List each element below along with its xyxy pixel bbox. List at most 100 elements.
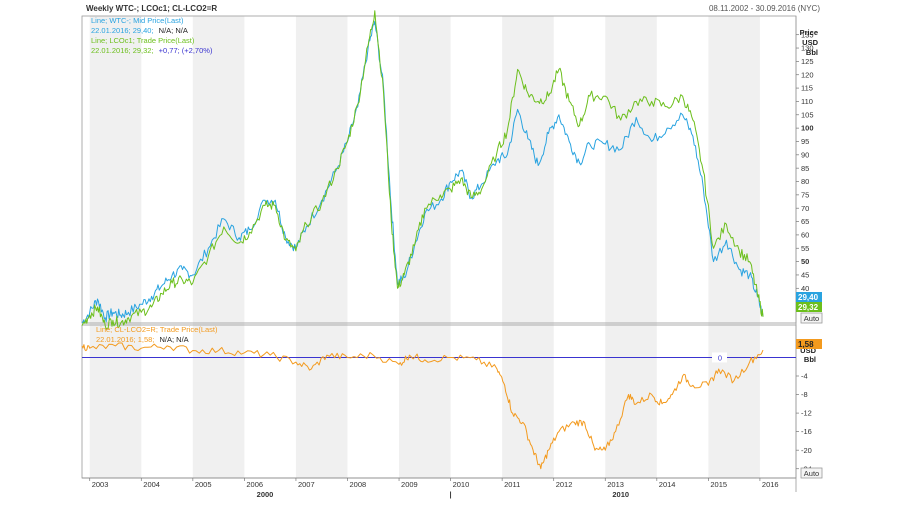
brent-legend-title: Line; LCOc1; Trade Price(Last) (91, 36, 195, 45)
price-tick-label: 80 (801, 177, 809, 186)
spread-tick-label: -20 (801, 446, 812, 455)
wti-last-value: 29,40 (798, 293, 819, 302)
chart-title: Weekly WTC-; LCOc1; CL-LCO2=R (86, 4, 217, 13)
price-tick-label: 120 (801, 70, 814, 79)
date-range: 08.11.2002 - 30.09.2016 (NYC) (709, 4, 820, 13)
price-tick-label: 90 (801, 150, 809, 159)
spread-legend-title: Line; CL-LCO2=R; Trade Price(Last) (96, 325, 218, 334)
spread-legend-value: 22.01.2016; 1,58; (96, 335, 154, 344)
year-band-2013 (605, 16, 657, 478)
brent-last-value: 29,32 (798, 303, 819, 312)
price-tick-label: 60 (801, 231, 809, 240)
spread-axis-title: USD Bbl (800, 346, 816, 364)
price-tick-label: 40 (801, 284, 809, 293)
price-legend: Line; WTC-; Mid Price(Last) 22.01.2016; … (91, 16, 213, 55)
brent-last-badge: 29,32 (796, 302, 822, 312)
spread-tick-label: -16 (801, 427, 812, 436)
x-tick-label: 2009 (401, 480, 418, 489)
year-band-2009 (399, 16, 451, 478)
x-tick-label: 2012 (556, 480, 573, 489)
brent-legend-extra: +0,77; (+2,70%) (159, 46, 213, 55)
price-axis-title-line-3: Bbl (806, 48, 818, 57)
year-band-2011 (502, 16, 554, 478)
svg-text:22.01.2016; 29,32; +0,: 22.01.2016; 29,32; +0,77; (+2,70%) (91, 46, 213, 55)
price-tick-label: 70 (801, 204, 809, 213)
x-tick-label: 2005 (195, 480, 212, 489)
x-decade-label: | (450, 490, 452, 499)
price-tick-label: 130 (801, 44, 814, 53)
price-axis: 3540455055606570758085909510010511011512… (796, 30, 814, 306)
price-tick-label: 95 (801, 137, 809, 146)
year-band-2015 (708, 16, 760, 478)
x-tick-label: 2015 (710, 480, 727, 489)
price-tick-label: 105 (801, 110, 814, 119)
zero-label-background (712, 352, 727, 363)
year-band-2003 (89, 16, 142, 478)
spread-last-badge: 1,58 (796, 339, 822, 349)
price-tick-label: 85 (801, 164, 809, 173)
brent-last-badge-box (796, 302, 822, 312)
price-tick-label: 65 (801, 217, 809, 226)
price-auto-button-box[interactable] (800, 312, 823, 324)
chart-frame (81, 15, 797, 492)
x-tick-label: 2004 (143, 480, 160, 489)
year-band-2005 (192, 16, 245, 478)
price-axis-title-line-1: Price (800, 28, 818, 37)
spread-auto-button-box[interactable] (800, 467, 823, 479)
x-decade-label: 2010 (612, 490, 629, 499)
spread-tick-label: -8 (801, 390, 808, 399)
year-bands (89, 16, 760, 478)
x-tick-label: 2016 (762, 480, 779, 489)
svg-text:22.01.2016; 29,40; N/A: 22.01.2016; 29,40; N/A; N/A (91, 26, 188, 35)
spread-axis-title-line-2: Bbl (804, 355, 816, 364)
brent-legend-value: 22.01.2016; 29,32; (91, 46, 154, 55)
spread-auto-label[interactable]: Auto (804, 469, 819, 478)
price-tick-label: 45 (801, 271, 809, 280)
price-tick-label: 110 (801, 97, 813, 106)
price-tick-label: 125 (801, 57, 814, 66)
x-tick-label: 2013 (607, 480, 624, 489)
price-tick-label: 115 (801, 84, 813, 93)
x-tick-label: 2014 (659, 480, 676, 489)
wti-last-badge: 29,40 (796, 292, 822, 302)
brent-series-line (81, 10, 764, 330)
spread-last-value: 1,58 (798, 340, 814, 349)
spread-auto-button[interactable]: Auto (800, 467, 823, 479)
price-axis-title: Price USD Bbl (800, 28, 819, 57)
x-tick-label: 2008 (349, 480, 366, 489)
x-decade-label: 2000 (257, 490, 274, 499)
wti-last-badge-box (796, 292, 822, 302)
spread-axis-title-line-1: USD (800, 346, 816, 355)
price-tick-label: 75 (801, 190, 809, 199)
x-tick-label: 2003 (92, 480, 109, 489)
zero-label: 0 (718, 353, 722, 362)
price-tick-label: 55 (801, 244, 809, 253)
zero-label-box: 0 (712, 352, 727, 363)
wti-legend-title: Line; WTC-; Mid Price(Last) (91, 16, 184, 25)
wti-legend-value: 22.01.2016; 29,40; (91, 26, 154, 35)
spread-tick-label: -4 (801, 372, 808, 381)
price-tick-label: 50 (801, 257, 809, 266)
spread-legend: Line; CL-LCO2=R; Trade Price(Last) 22.01… (96, 325, 218, 344)
price-auto-button[interactable]: Auto (800, 312, 823, 324)
spread-tick-label: -12 (801, 409, 812, 418)
year-band-2007 (295, 16, 348, 478)
x-tick-label: 2010 (453, 480, 470, 489)
spread-series-line (81, 342, 764, 470)
x-tick-label: 2006 (246, 480, 263, 489)
x-tick-label: 2011 (504, 480, 520, 489)
wti-legend-extra: N/A; N/A (159, 26, 188, 35)
price-auto-label[interactable]: Auto (804, 314, 819, 323)
price-tick-label: 100 (801, 124, 814, 133)
price-tick-label: 135 (801, 30, 814, 39)
wti-series-line (81, 20, 764, 324)
x-tick-label: 2007 (298, 480, 315, 489)
price-axis-title-line-2: USD (802, 38, 818, 47)
spread-legend-extra: N/A; N/A (159, 335, 188, 344)
spread-axis: -24-20-16-12-8-4 (796, 372, 812, 473)
svg-text:22.01.2016; 1,58; N/A;: 22.01.2016; 1,58; N/A; N/A (96, 335, 189, 344)
series-layer (81, 10, 796, 470)
spread-last-badge-box (796, 339, 822, 349)
